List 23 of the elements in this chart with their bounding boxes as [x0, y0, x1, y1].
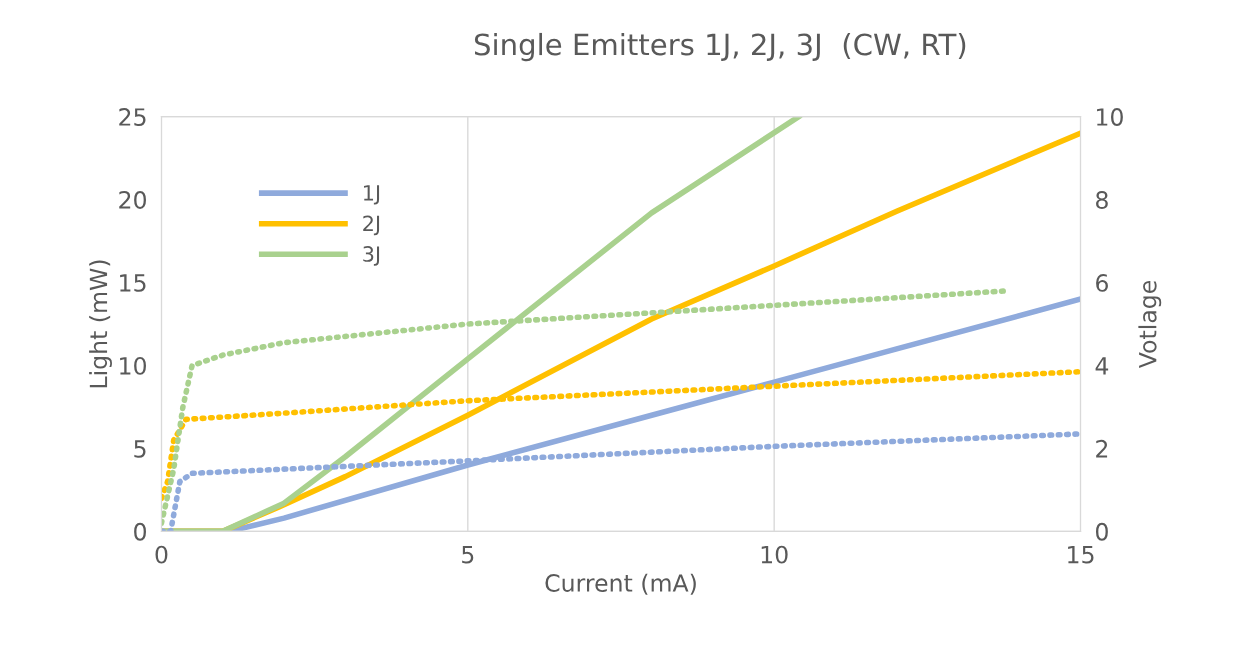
x-tick-label: 10 [761, 545, 788, 564]
legend-label: 2J [363, 215, 380, 236]
y-tick-label: 0 [134, 522, 146, 541]
x-tick-label: 5 [462, 545, 474, 564]
y-tick-label: 15 [120, 274, 146, 292]
y2-tick-label: 2 [1096, 439, 1108, 458]
y2-tick-label: 6 [1096, 273, 1108, 292]
chart-title: Single Emitters 1J, 2J, 3J (CW, RT) [474, 32, 966, 62]
y-tick-label: 5 [134, 440, 146, 458]
y2-axis-title: Votlage [1138, 280, 1162, 369]
legend-label: 3J [363, 246, 380, 266]
y2-tick-label: 10 [1097, 108, 1123, 126]
x-tick-label: 0 [155, 545, 168, 564]
x-tick-label: 15 [1068, 545, 1094, 564]
y-axis-title: Light (mW) [89, 260, 112, 388]
y2-tick-label: 8 [1096, 191, 1108, 209]
y-tick-label: 25 [119, 108, 146, 126]
y2-tick-label: 4 [1095, 357, 1109, 375]
y2-tick-label: 0 [1095, 522, 1108, 541]
y-tick-label: 10 [120, 356, 146, 375]
x-axis-title: Current (mA) [545, 573, 696, 595]
y-tick-label: 20 [119, 191, 146, 209]
legend-label: 1J [363, 185, 380, 205]
